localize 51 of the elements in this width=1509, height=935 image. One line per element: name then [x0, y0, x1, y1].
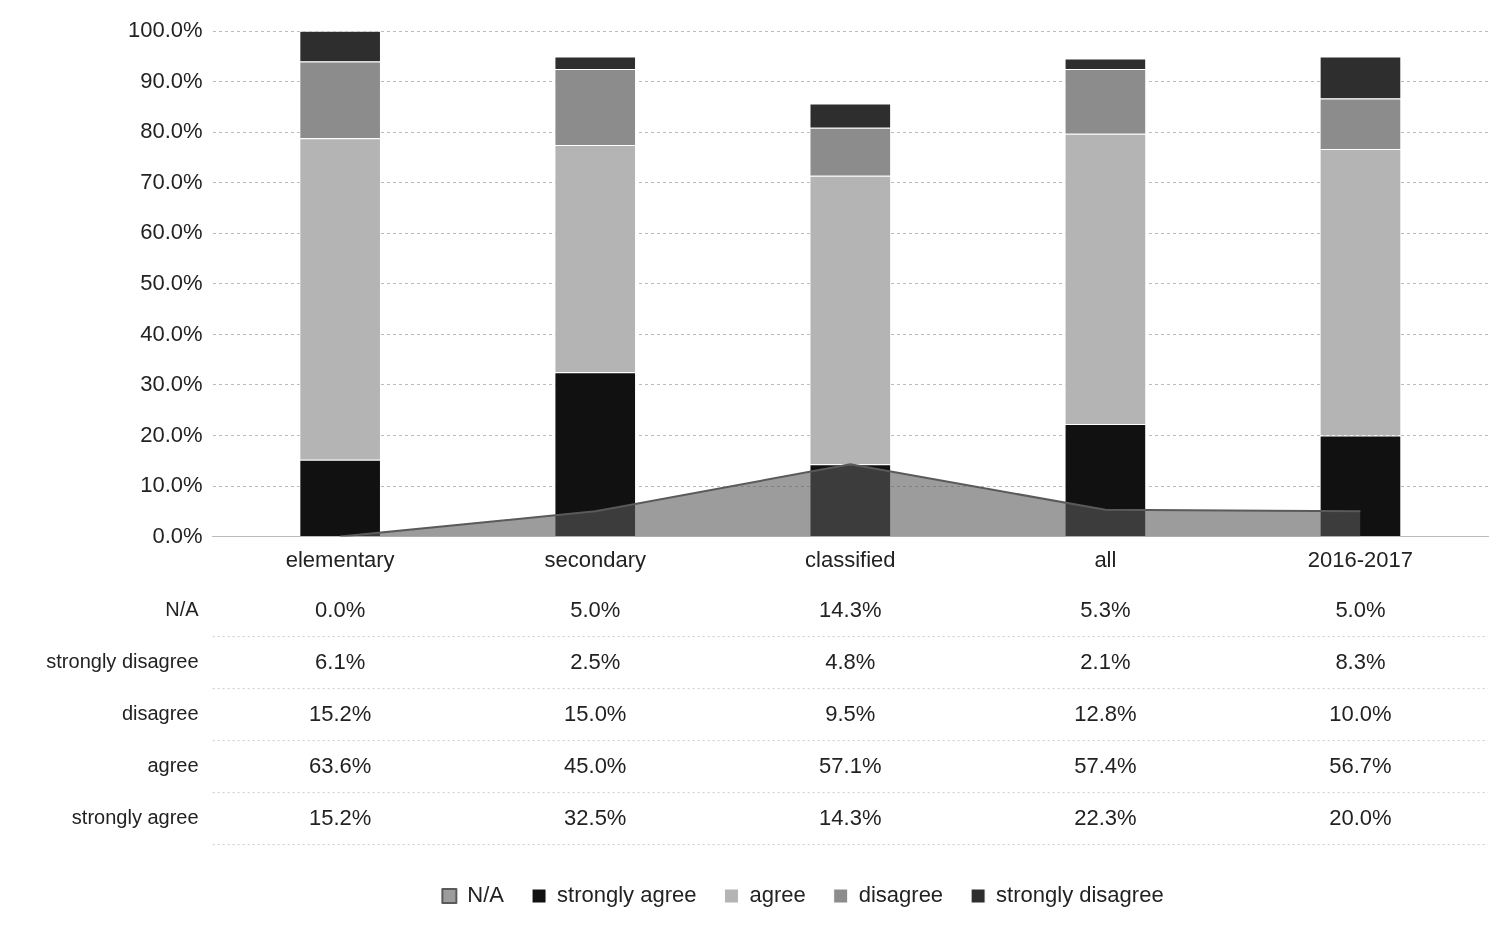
data-label: 5.0%	[570, 596, 621, 622]
data-label: 8.3%	[1335, 648, 1386, 674]
y-tick-label: 70.0%	[140, 168, 203, 194]
x-tick-label: elementary	[285, 546, 395, 572]
text: agree	[147, 754, 199, 777]
data-label: 32.5%	[564, 804, 627, 830]
y-tick-label: 0.0%	[152, 522, 203, 548]
data-label: 6.1%	[315, 648, 366, 674]
data-label: 5.0%	[1335, 596, 1386, 622]
y-tick-label: 50.0%	[140, 269, 203, 295]
y-tick-label: 100.0%	[127, 17, 203, 43]
data-label: 57.4%	[1074, 752, 1137, 778]
data-label: 15.2%	[308, 804, 372, 830]
data-label: 57.1%	[819, 752, 882, 778]
x-tick-label: all	[1094, 546, 1117, 572]
y-tick-label: 90.0%	[140, 67, 203, 93]
data-label: 20.0%	[1329, 804, 1392, 830]
data-label: 4.8%	[825, 648, 876, 674]
data-label: 15.2%	[308, 700, 372, 726]
data-label: 2.1%	[1080, 648, 1131, 674]
data-label: 15.0%	[564, 700, 627, 726]
data-label: 10.0%	[1329, 700, 1392, 726]
data-label: 22.3%	[1074, 804, 1137, 830]
y-tick-label: 40.0%	[140, 320, 203, 346]
legend-label: disagree	[858, 882, 944, 908]
data-label: 9.5%	[825, 700, 876, 726]
legend-label: agree	[749, 882, 806, 908]
y-tick-label: 10.0%	[140, 472, 203, 498]
y-tick-label: 20.0%	[140, 421, 203, 447]
data-label: 45.0%	[564, 752, 627, 778]
legend-label: strongly agree	[557, 882, 697, 908]
data-label: 0.0%	[315, 596, 366, 622]
x-tick-label: secondary	[544, 546, 646, 572]
text: N/A	[165, 598, 199, 621]
legend-label: strongly disagree	[996, 882, 1164, 908]
data-label: 14.3%	[819, 596, 882, 622]
data-label: 63.6%	[308, 752, 372, 778]
data-label: 5.3%	[1080, 596, 1131, 622]
x-tick-label: 2016-2017	[1307, 546, 1414, 572]
text: disagree	[121, 702, 199, 725]
legend-label: N/A	[467, 882, 505, 908]
data-label: 14.3%	[819, 804, 882, 830]
data-label: 12.8%	[1074, 700, 1137, 726]
data-label: 56.7%	[1329, 752, 1392, 778]
text: strongly disagree	[46, 650, 199, 673]
y-tick-label: 30.0%	[140, 371, 203, 397]
x-tick-label: classified	[805, 546, 896, 572]
y-tick-label: 80.0%	[140, 118, 203, 144]
text: strongly agree	[71, 806, 199, 829]
data-label: 2.5%	[570, 648, 621, 674]
y-tick-label: 60.0%	[140, 219, 203, 245]
